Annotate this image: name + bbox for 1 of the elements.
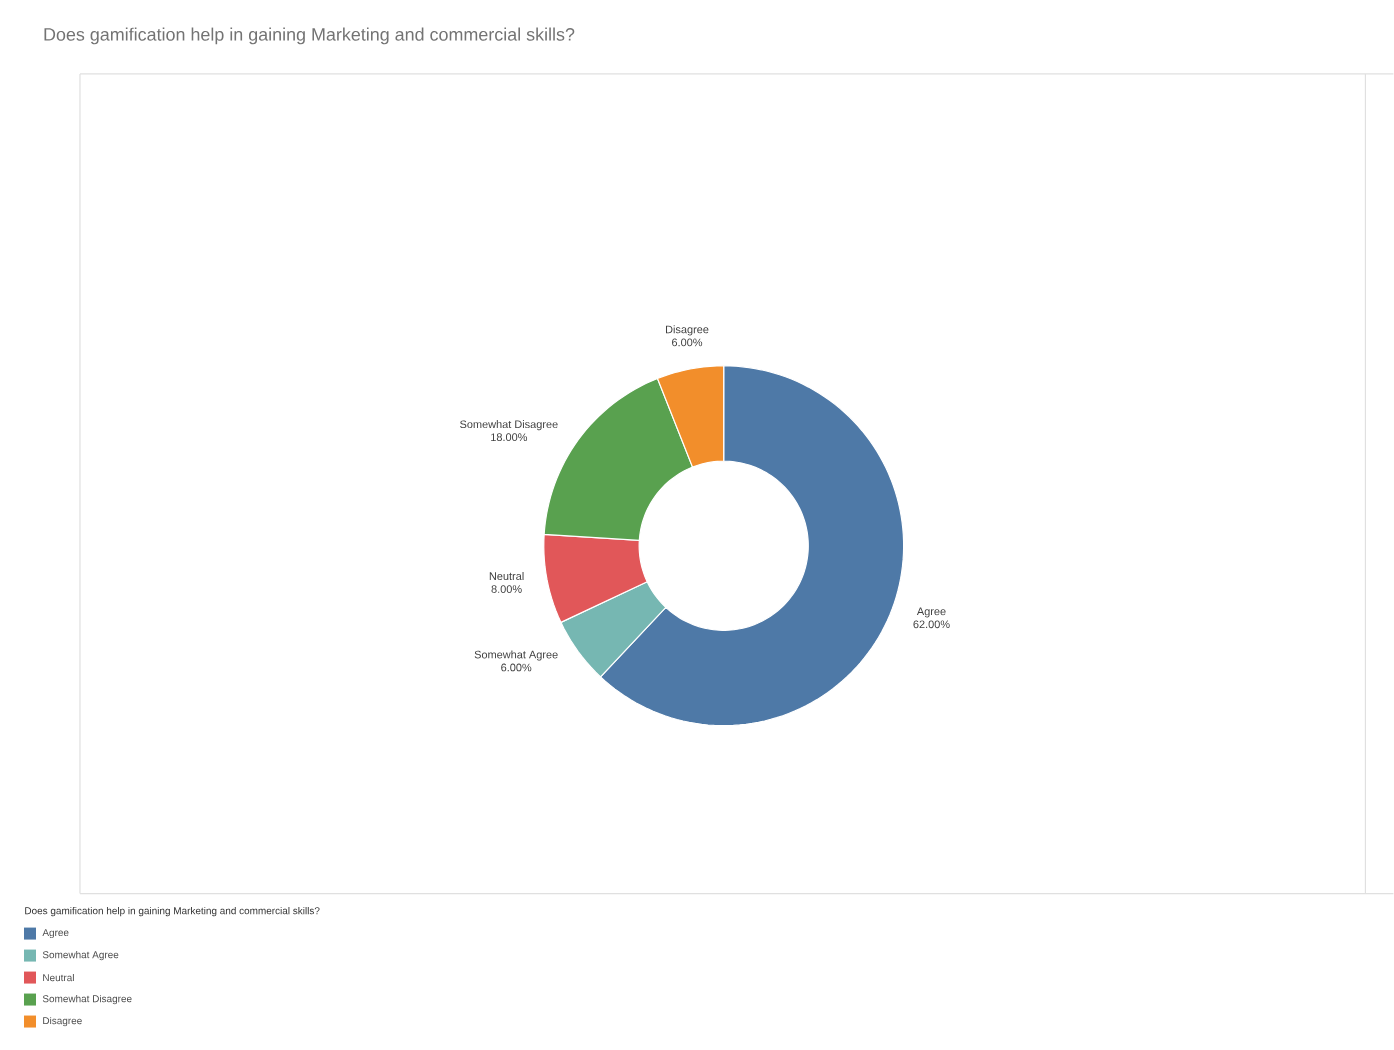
chart-title: Does gamification help in gaining Marketing and commercial skills? (44, 27, 575, 45)
